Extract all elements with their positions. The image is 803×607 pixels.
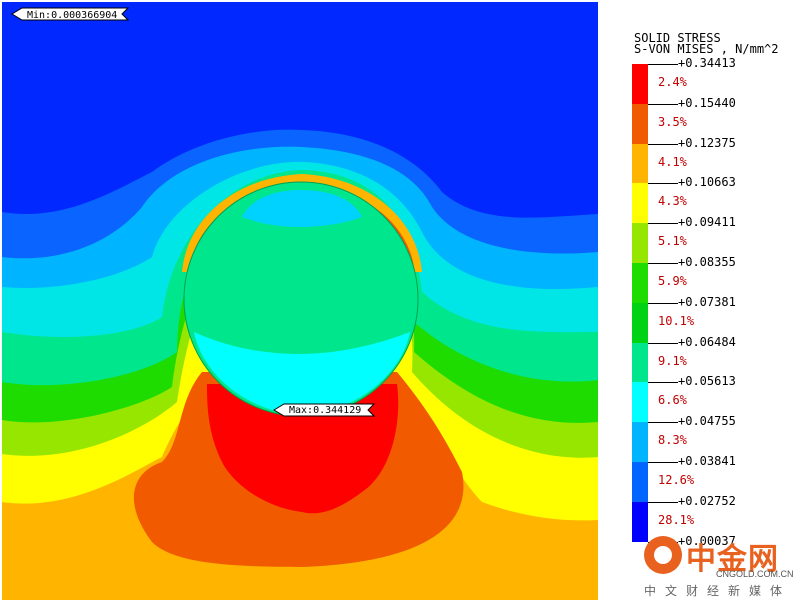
legend-percent: 10.1% [658,313,695,328]
legend-percent: 2.4% [658,75,687,89]
legend-tick-value: +0.10663 [678,175,736,190]
brand-logo-icon [644,536,682,574]
legend-tick-line [648,103,678,105]
legend-tick-value: +0.02752 [678,493,736,508]
legend-title-line2: S-VON MISES , N/mm^2 [634,42,779,56]
legend-tick-line [648,342,678,344]
legend-tick-value: +0.06484 [678,334,736,349]
legend-tick-value: +0.08355 [678,255,736,269]
legend-tick-line [648,501,678,503]
legend-tick-line [648,462,678,463]
legend-swatch [632,223,648,264]
brand-subtitle: 中文财经新媒体 [644,584,792,598]
legend-tick-line [648,64,678,65]
legend-swatch [632,422,648,463]
legend-percent: 9.1% [658,353,687,368]
legend-swatch [632,103,648,145]
legend-tick-value: +0.03841 [678,454,736,468]
legend-percent: 6.6% [658,393,687,408]
min-label: Min:0.000366904 [27,10,118,21]
legend-swatch [632,382,648,423]
legend-swatch [632,462,648,503]
legend-swatch [632,302,648,344]
legend-tick-line [648,382,678,384]
stress-contour-plot[interactable] [2,2,598,600]
brand-url: CNGOLD.COM.CN [716,569,794,579]
legend-swatch [632,143,648,184]
legend-tick-line [648,302,678,304]
watermark: 中金网 CNGOLD.COM.CN 中文财经新媒体 [644,532,800,602]
color-legend: SOLID STRESS S-VON MISES , N/mm^2 2.4% 3.… [600,0,803,607]
legend-tick-value: +0.05613 [678,374,736,389]
legend-percent: 3.5% [658,114,687,129]
legend-swatch [632,64,648,105]
min-marker [11,7,130,21]
legend-tick-value: +0.04755 [678,414,736,429]
sphere-top-zone [242,190,362,227]
max-label: Max:0.344129 [289,405,362,416]
legend-percent: 8.3% [658,433,687,448]
legend-tick-line [648,422,678,424]
legend-swatch [632,501,648,543]
legend-percent: 12.6% [658,473,695,487]
legend-percent: 5.1% [658,234,687,249]
legend-swatch [632,183,648,224]
legend-tick-value: +0.00037 [678,533,736,548]
sphere-cyan-zone [194,332,410,415]
max-marker [273,403,376,417]
legend-tick-line [648,263,678,264]
legend-title-line1: SOLID STRESS [634,31,721,45]
legend-tick-value: +0.15440 [678,95,736,110]
legend-percent: 4.1% [658,154,687,169]
legend-tick-line [648,183,678,185]
legend-swatch [632,263,648,304]
legend-tick-value: +0.34413 [678,56,736,70]
legend-percent: 4.3% [658,194,687,209]
legend-tick-value: +0.12375 [678,135,736,150]
brand-name: 中金网 [686,542,779,577]
legend-tick-value: +0.07381 [678,294,736,309]
legend-swatch [632,342,648,383]
legend-tick-line [648,143,678,145]
legend-percent: 5.9% [658,274,687,288]
legend-tick-value: +0.09411 [678,215,736,230]
legend-tick-line [648,223,678,225]
legend-percent: 28.1% [658,512,695,527]
